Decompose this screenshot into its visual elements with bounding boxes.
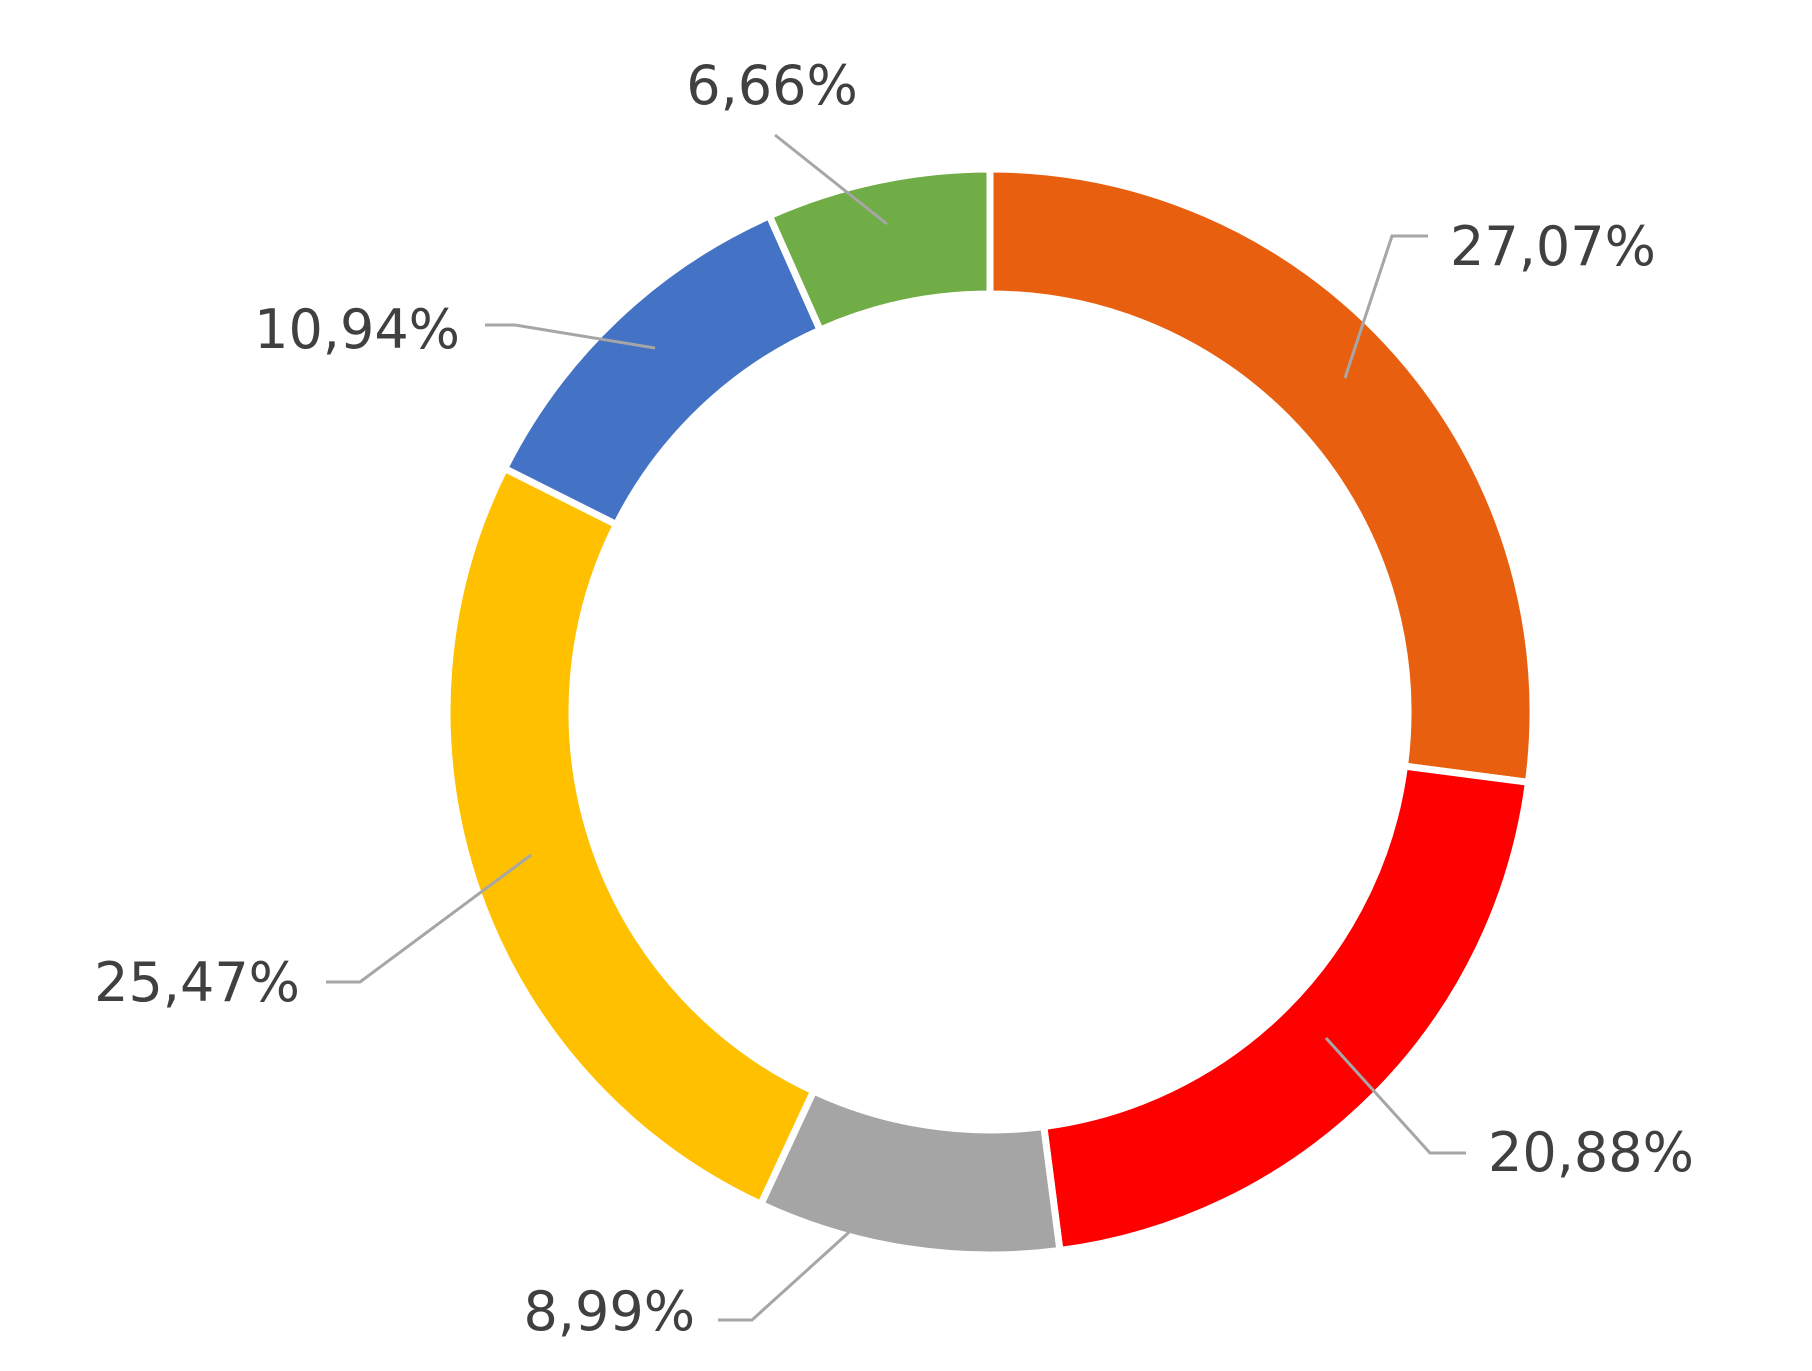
donut-slice-4 [443,463,819,1209]
donut-slice-6 [764,165,994,335]
donut-slices [443,165,1537,1259]
data-label-1: 27,07% [1450,215,1656,278]
leader-line-6 [774,133,888,226]
donut-slice-5 [499,211,825,530]
data-label-5: 10,94% [254,298,460,361]
data-labels: 27,07% 20,88% 8,99% 25,47% 10,94% 6,66% [94,54,1694,1343]
data-label-6: 6,66% [686,54,858,117]
donut-slice-2 [1039,762,1533,1255]
leader-line-2 [1324,1036,1466,1155]
leader-line-3 [718,1223,859,1322]
leader-line-5 [485,323,656,350]
leader-line-4 [326,853,532,984]
data-label-3: 8,99% [523,1280,695,1343]
donut-slice-1 [986,165,1537,787]
leader-lines [326,133,1466,1322]
data-label-4: 25,47% [94,951,300,1014]
leader-line-1 [1343,234,1428,379]
data-label-2: 20,88% [1488,1121,1694,1184]
